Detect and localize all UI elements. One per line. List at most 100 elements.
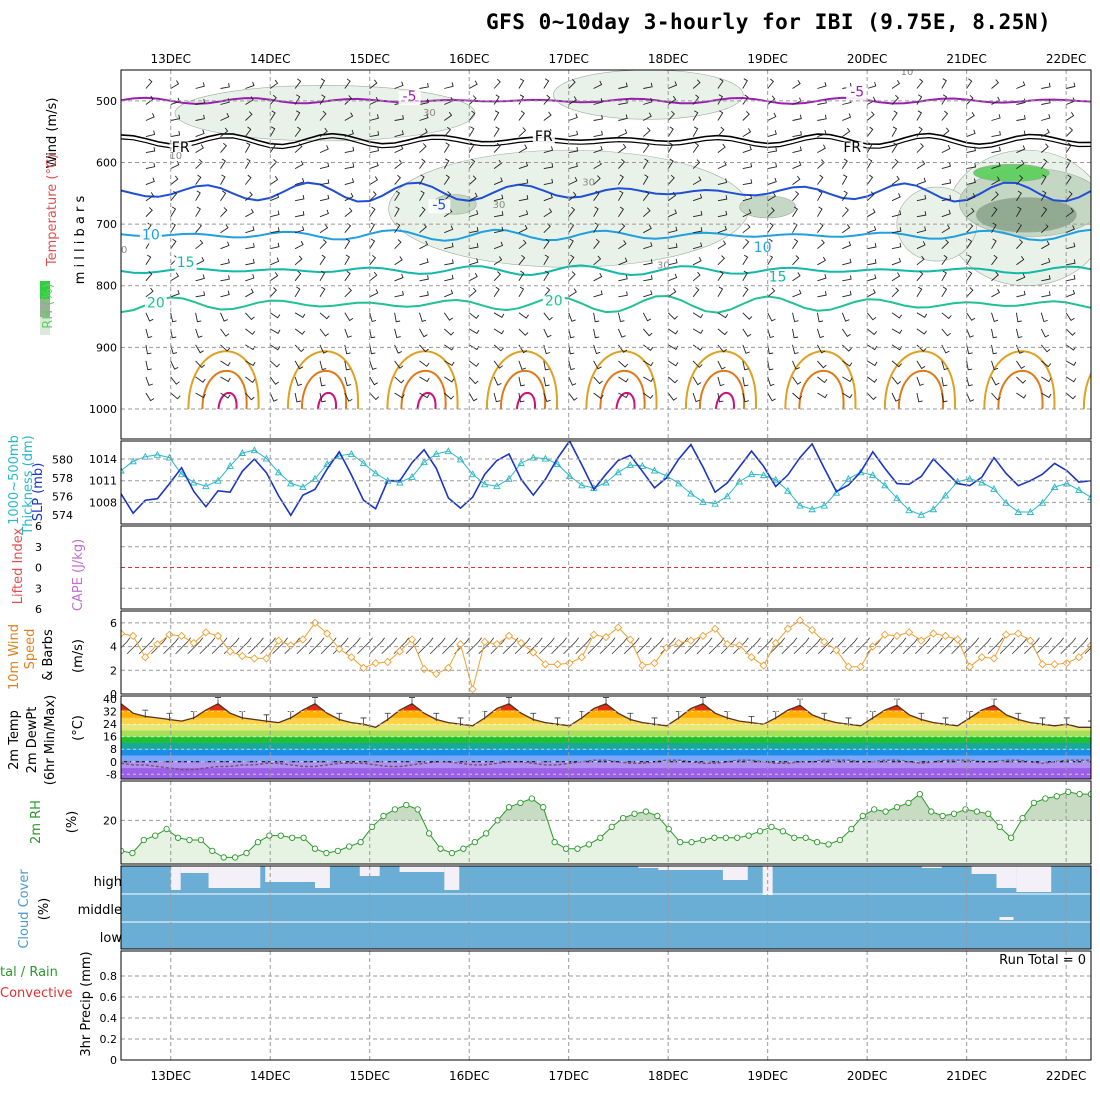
contour-label-bg (532, 130, 555, 145)
wind-barb (817, 239, 825, 250)
wind-barb (444, 274, 454, 282)
wind-barb (1065, 190, 1073, 201)
wind-barb (991, 271, 999, 282)
wind-barb (916, 392, 923, 403)
cloud-unit: (%) (37, 898, 52, 921)
thickness-point (299, 483, 307, 491)
wind-barb (294, 255, 303, 266)
wind-barb (518, 360, 526, 370)
wind-barb (667, 312, 678, 320)
rh2m-point (882, 808, 889, 815)
wind-barb (344, 344, 351, 355)
wind-barb (195, 159, 203, 169)
wind-barb (493, 159, 503, 169)
wind-barb (518, 286, 525, 298)
wind-barb (866, 344, 878, 351)
wind-barb (1065, 289, 1076, 298)
wind10m-point (177, 631, 186, 641)
wind-barb (941, 144, 951, 154)
grid-layer (121, 70, 1091, 1060)
wind-barb (493, 344, 504, 352)
wind-barb (245, 226, 255, 234)
wind10m-point (1050, 660, 1059, 669)
li-label: Lifted Index (11, 527, 26, 604)
low-level-contour (997, 370, 1044, 410)
wind-barb (319, 209, 329, 218)
wind10m-barb (539, 637, 555, 655)
rh-shade-region (553, 70, 744, 120)
wind10m-point (238, 651, 247, 661)
wind-barb (543, 270, 550, 282)
wind-barb (618, 376, 629, 383)
wind-barb (593, 175, 601, 185)
wind-barb (319, 94, 326, 105)
wind-barb (991, 191, 999, 202)
wind-barb (245, 376, 256, 384)
wind-barb (941, 328, 951, 337)
wind10m-barb (648, 637, 664, 655)
rh2m-point (756, 828, 764, 835)
wind-barb (493, 94, 500, 105)
wind-barb (369, 176, 379, 185)
cloud-level-label: high (94, 875, 122, 890)
wind-barb (866, 208, 876, 218)
wind-barb (295, 211, 305, 218)
wind-barb (195, 392, 206, 399)
wind-barb (667, 328, 679, 335)
wind-barb (916, 78, 924, 89)
wind-barb (468, 328, 480, 335)
low-level-contour (615, 391, 636, 410)
wind-barb (493, 286, 500, 298)
wind-barb (369, 254, 377, 266)
wind-barb (717, 255, 725, 266)
wind-barb (916, 177, 926, 186)
wind-barb (245, 81, 255, 89)
wind-barb (394, 130, 404, 138)
wind-barb (767, 328, 775, 339)
wind10m-barb (975, 637, 992, 655)
wind10m-barb (187, 637, 204, 655)
wind-barb (145, 162, 156, 170)
thickness-point (311, 474, 319, 482)
cloud-clear-gap (1016, 866, 1052, 892)
wind10m-point (1001, 630, 1011, 639)
wind-barb (170, 312, 177, 323)
wind10m-point (298, 635, 308, 644)
rh2m-point (197, 836, 205, 844)
wind-barb (817, 344, 826, 354)
contour-label-bg (174, 257, 197, 272)
li-tick-label: 0 (35, 562, 42, 575)
wind10m-point (892, 631, 902, 641)
wind-barb (319, 392, 326, 403)
wind-barb (767, 392, 776, 402)
wind-barb (941, 110, 949, 121)
wind-barb (916, 211, 927, 218)
rh2m-point (871, 806, 878, 813)
wind-barb (642, 127, 651, 137)
isotherm-line (121, 294, 1091, 314)
thickness-point (202, 482, 210, 490)
contour-label: 20 (545, 293, 563, 309)
wind-barb (170, 190, 178, 201)
rh2m-area (121, 791, 1091, 864)
wind-barb (667, 174, 675, 185)
wind10m-barb (151, 637, 167, 655)
temp-peak (210, 703, 226, 711)
temp-minmax-bar (506, 697, 512, 706)
wind-barb (593, 114, 603, 121)
wind10m-barb (199, 637, 216, 655)
wind-barb (891, 376, 901, 385)
wind10m-point (286, 641, 295, 650)
rh2m-point (1042, 795, 1049, 802)
day-label-top: 19DEC (747, 52, 787, 66)
wind-barb (170, 222, 176, 233)
rh-legend (40, 281, 50, 335)
wind10m-point (953, 635, 962, 644)
wind-barb (841, 206, 849, 218)
thickness-point (468, 470, 477, 478)
wind-barb (692, 94, 700, 105)
pressure-tick-label: 1000 (89, 403, 117, 416)
wind-barb (991, 238, 997, 249)
wind-barb (170, 114, 181, 121)
wind-barb (1040, 190, 1047, 201)
